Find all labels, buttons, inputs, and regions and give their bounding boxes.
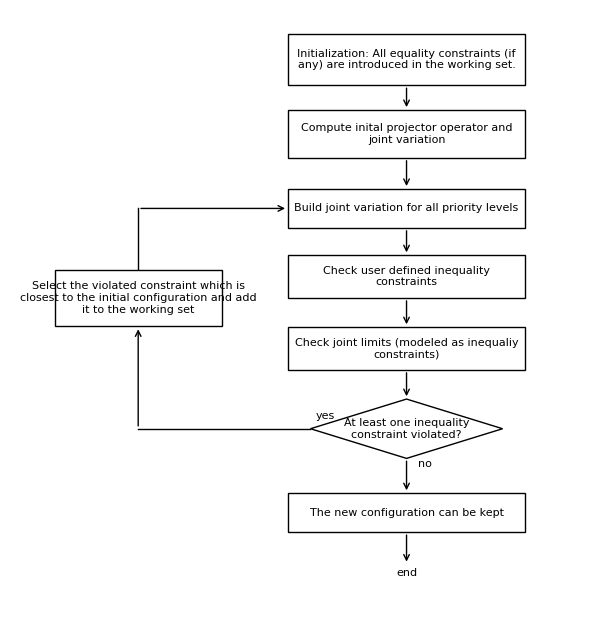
Text: Build joint variation for all priority levels: Build joint variation for all priority l…	[295, 204, 518, 214]
FancyBboxPatch shape	[288, 189, 525, 228]
Text: The new configuration can be kept: The new configuration can be kept	[310, 508, 503, 518]
Polygon shape	[310, 399, 503, 458]
Text: Select the violated constraint which is
closest to the initial configuration and: Select the violated constraint which is …	[20, 281, 257, 314]
Text: Compute inital projector operator and
joint variation: Compute inital projector operator and jo…	[301, 123, 512, 145]
Text: Initialization: All equality constraints (if
any) are introduced in the working : Initialization: All equality constraints…	[297, 49, 516, 70]
FancyBboxPatch shape	[288, 493, 525, 533]
Text: yes: yes	[316, 411, 335, 421]
Text: no: no	[418, 460, 432, 469]
FancyBboxPatch shape	[288, 255, 525, 298]
FancyBboxPatch shape	[288, 34, 525, 86]
FancyBboxPatch shape	[288, 327, 525, 370]
FancyBboxPatch shape	[288, 110, 525, 158]
Text: At least one inequality
constraint violated?: At least one inequality constraint viola…	[344, 418, 469, 439]
Text: end: end	[396, 567, 417, 578]
Text: Check joint limits (modeled as inequaliy
constraints): Check joint limits (modeled as inequaliy…	[295, 338, 518, 359]
Text: Check user defined inequality
constraints: Check user defined inequality constraint…	[323, 266, 490, 287]
FancyBboxPatch shape	[55, 269, 221, 327]
